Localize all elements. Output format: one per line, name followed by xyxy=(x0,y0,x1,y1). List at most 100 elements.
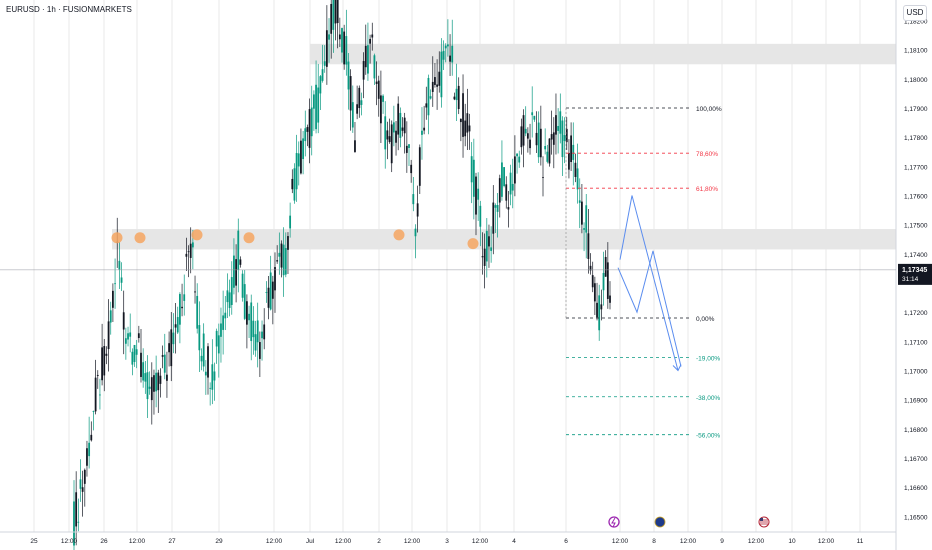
candle-body xyxy=(217,335,220,354)
time-tick-label: 25 xyxy=(30,538,38,545)
candle-body xyxy=(609,295,611,303)
candle-body xyxy=(505,184,508,201)
candle-body xyxy=(254,334,257,351)
candle-body xyxy=(310,107,313,137)
candle-body xyxy=(170,329,173,367)
candle-body xyxy=(410,164,413,174)
candle-body xyxy=(377,80,380,99)
candle-body xyxy=(150,377,153,401)
candle-body xyxy=(589,265,592,271)
fib-label: 100,00% xyxy=(696,106,722,113)
candle-body xyxy=(399,112,402,138)
candle-body xyxy=(220,323,222,337)
candle-body xyxy=(390,124,393,164)
candle-body xyxy=(163,354,166,373)
time-tick-label: 12:00 xyxy=(129,538,146,545)
candle-body xyxy=(606,262,609,299)
candle-body xyxy=(284,248,287,275)
candle-body xyxy=(246,301,248,325)
candle-body xyxy=(347,61,350,90)
candle-body xyxy=(384,116,387,150)
candle-body xyxy=(408,144,410,149)
candle-body xyxy=(81,487,84,492)
candle-body xyxy=(451,45,454,63)
event-icons xyxy=(608,516,770,528)
price-tick-label: 1,16500 xyxy=(904,514,928,521)
candle-body xyxy=(375,81,378,84)
candle-body xyxy=(388,136,391,142)
candle-body xyxy=(481,256,484,258)
candle-body xyxy=(468,125,471,132)
price-tick-label: 1,16700 xyxy=(904,456,928,463)
price-tick-label: 1,17200 xyxy=(904,310,928,317)
candle-body xyxy=(354,140,356,152)
candle-body xyxy=(561,120,564,158)
candle-body xyxy=(200,355,203,362)
candle-body xyxy=(207,346,209,378)
candle-body xyxy=(75,492,78,527)
time-tick-label: 12:00 xyxy=(266,538,283,545)
candle-body xyxy=(479,205,482,227)
candle-body xyxy=(581,201,583,225)
projection-arrows xyxy=(617,195,682,372)
candle-body xyxy=(77,521,80,523)
candle-body xyxy=(144,373,147,382)
candle-body xyxy=(563,135,566,141)
price-tick-label: 1,17100 xyxy=(904,339,928,346)
candle-body xyxy=(198,325,201,351)
candle-body xyxy=(470,156,473,183)
candle-body xyxy=(356,104,359,114)
candle-body xyxy=(213,371,216,381)
candle-body xyxy=(457,85,460,110)
time-tick-label: 27 xyxy=(168,538,176,545)
price-tick-label: 1,17600 xyxy=(904,194,928,201)
candle-body xyxy=(321,69,324,81)
candle-body xyxy=(328,34,330,40)
candle-body xyxy=(118,260,121,270)
projection-path-primary xyxy=(619,195,679,371)
time-tick-label: 12:00 xyxy=(680,538,697,545)
eu-flag-event-icon xyxy=(654,516,666,528)
candle-body xyxy=(179,294,181,325)
candle-body xyxy=(466,113,469,133)
candle-body xyxy=(196,295,199,329)
time-tick-label: Jul xyxy=(306,538,315,545)
candle-body xyxy=(258,342,261,359)
candle-body xyxy=(423,127,426,131)
projection-arrowhead xyxy=(672,364,682,372)
candle-body xyxy=(278,252,281,257)
price-tick-label: 1,16900 xyxy=(904,398,928,405)
candle-body xyxy=(209,387,212,389)
candle-body xyxy=(503,167,505,187)
candle-body xyxy=(187,251,190,253)
candle-body xyxy=(129,332,132,337)
candle-body xyxy=(397,103,400,135)
time-tick-label: 10 xyxy=(788,538,796,545)
price-tick-label: 1,16600 xyxy=(904,485,928,492)
candle-body xyxy=(364,45,367,68)
time-tick-label: 6 xyxy=(564,538,568,545)
candle-body xyxy=(308,109,311,148)
candle-body xyxy=(548,138,551,164)
candle-body xyxy=(161,355,164,357)
candle-body xyxy=(83,469,86,484)
currency-button[interactable]: USD xyxy=(903,5,927,21)
time-tick-label: 12:00 xyxy=(61,538,78,545)
candle-body xyxy=(535,132,538,146)
candle-body xyxy=(401,127,404,131)
candle-body xyxy=(490,247,493,251)
candle-body xyxy=(498,178,501,203)
candle-body xyxy=(395,130,397,143)
candle-body xyxy=(313,94,315,109)
candle-body xyxy=(598,295,601,331)
candle-body xyxy=(576,168,579,190)
time-tick-label: 12:00 xyxy=(748,538,765,545)
fib-label: 61,80% xyxy=(696,186,718,193)
fibonacci-levels: 100,00% 78,60% 61,80% 0,00% -19,00% -38,00% -5… xyxy=(565,106,722,440)
price-tick-label: 1,17900 xyxy=(904,106,928,113)
touch-markers xyxy=(111,229,479,250)
candle-body xyxy=(338,34,341,40)
us-flag-canton-icon xyxy=(760,518,763,521)
lightning-glyph-icon xyxy=(611,517,616,528)
